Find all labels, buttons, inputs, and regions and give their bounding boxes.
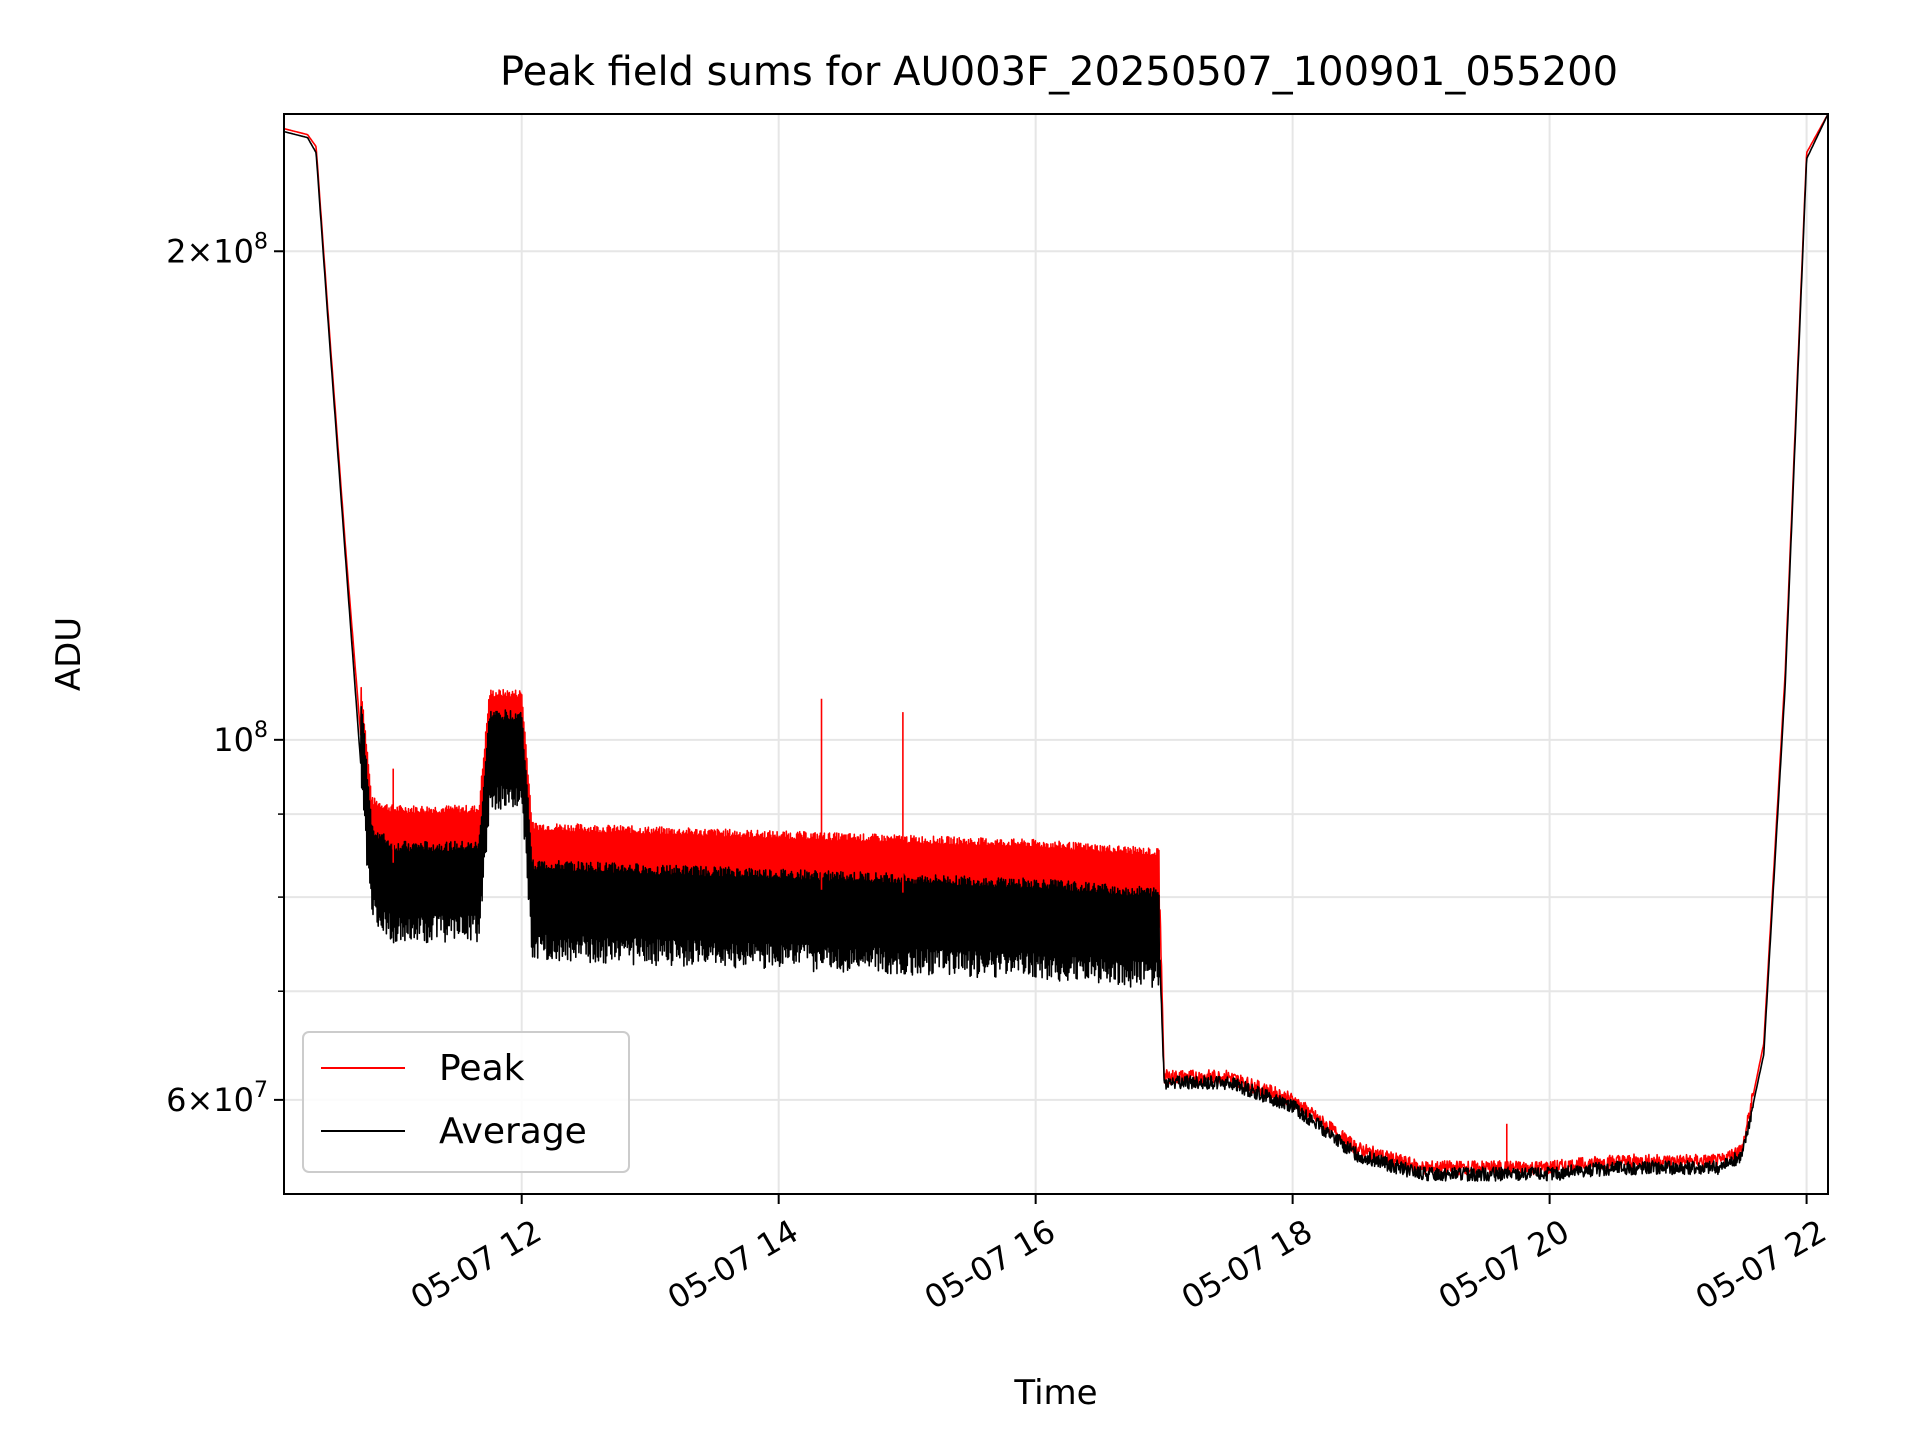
legend: Peak Average (302, 1031, 630, 1173)
legend-average-label: Average (439, 1111, 587, 1152)
series-line-average (283, 113, 1829, 1182)
legend-peak-label: Peak (439, 1048, 525, 1089)
chart-title: Peak field sums for AU003F_20250507_1009… (500, 49, 1618, 95)
plot-series (283, 113, 1829, 1182)
y-tick-label: 6×107 (166, 1078, 268, 1119)
y-tick-label: 108 (213, 718, 268, 759)
y-axis-label: ADU (49, 617, 89, 691)
x-axis-label: Time (1013, 1373, 1097, 1413)
plot-area-frame (283, 113, 1829, 1195)
y-tick-label: 2×108 (166, 229, 268, 270)
